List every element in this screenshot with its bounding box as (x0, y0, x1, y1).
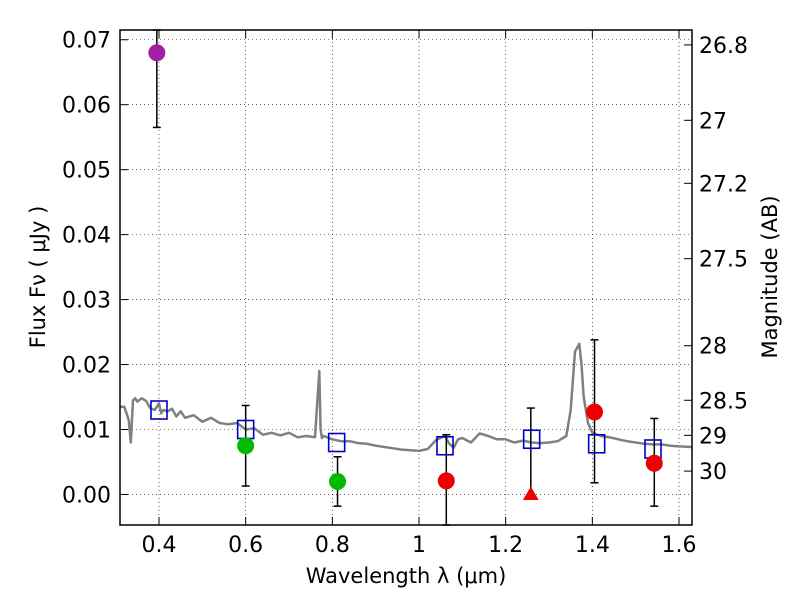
magnitude-tick-labels: 26.8 27 27.2 27.5 28 28.5 29 30 (699, 34, 748, 485)
y-axis-label: Flux Fν ( μJy ) (26, 206, 50, 349)
observed-flux-point (437, 472, 455, 490)
magnitude-tick-label: 28.5 (699, 389, 748, 414)
y-tick-label: 0.02 (62, 354, 111, 379)
y-tick-label: 0.07 (62, 29, 111, 54)
observed-flux-point (329, 472, 347, 490)
right-axis-label: Magnitude (AB) (758, 195, 782, 358)
observed-flux-point (645, 454, 663, 472)
x-tick-label: 0.4 (142, 533, 177, 558)
x-tick-label: 1.4 (575, 533, 610, 558)
magnitude-tick-label: 26.8 (699, 34, 748, 59)
model-photometry-square (436, 435, 454, 456)
x-tick-label: 1 (412, 533, 426, 558)
x-tick-label: 1.6 (662, 533, 697, 558)
y-tick-label: 0.00 (62, 483, 111, 508)
magnitude-tick-label: 28 (699, 335, 727, 360)
model-photometry-square (522, 429, 541, 450)
x-axis-label: Wavelength λ (μm) (306, 564, 507, 588)
x-tick-label: 0.8 (315, 533, 350, 558)
x-tick-labels: 0.4 0.6 0.8 1 1.2 1.4 1.6 (142, 533, 697, 558)
upper-limit-triangle (522, 486, 539, 500)
x-tick-label: 1.2 (488, 533, 523, 558)
observed-flux-point (586, 403, 603, 421)
y-tick-label: 0.01 (62, 419, 111, 444)
ticks (120, 30, 692, 525)
model-spectrum (120, 342, 693, 453)
magnitude-tick-label: 30 (699, 460, 727, 485)
y-tick-label: 0.05 (62, 159, 111, 184)
magnitude-tick-label: 29 (699, 424, 727, 449)
spectrum-line (120, 342, 693, 453)
magnitude-tick-label: 27.2 (699, 172, 748, 197)
y-tick-label: 0.04 (62, 224, 111, 249)
x-tick-label: 0.6 (228, 533, 263, 558)
plot-frame (119, 29, 693, 526)
model-photometry-square (327, 432, 346, 453)
magnitude-tick-label: 27.5 (699, 248, 748, 273)
observed-flux-point (237, 437, 255, 455)
y-tick-labels: 0.00 0.01 0.02 0.03 0.04 0.05 0.06 0.07 (62, 29, 111, 509)
grid-lines (120, 30, 692, 525)
y-tick-label: 0.06 (62, 94, 111, 119)
observed-flux-point (148, 44, 166, 62)
y-tick-label: 0.03 (62, 289, 111, 314)
observed-points (148, 44, 663, 500)
model-photometry-square (150, 400, 168, 420)
model-photometry-square (587, 433, 606, 454)
magnitude-tick-label: 27 (699, 109, 727, 134)
model-photometry-points (150, 400, 662, 459)
